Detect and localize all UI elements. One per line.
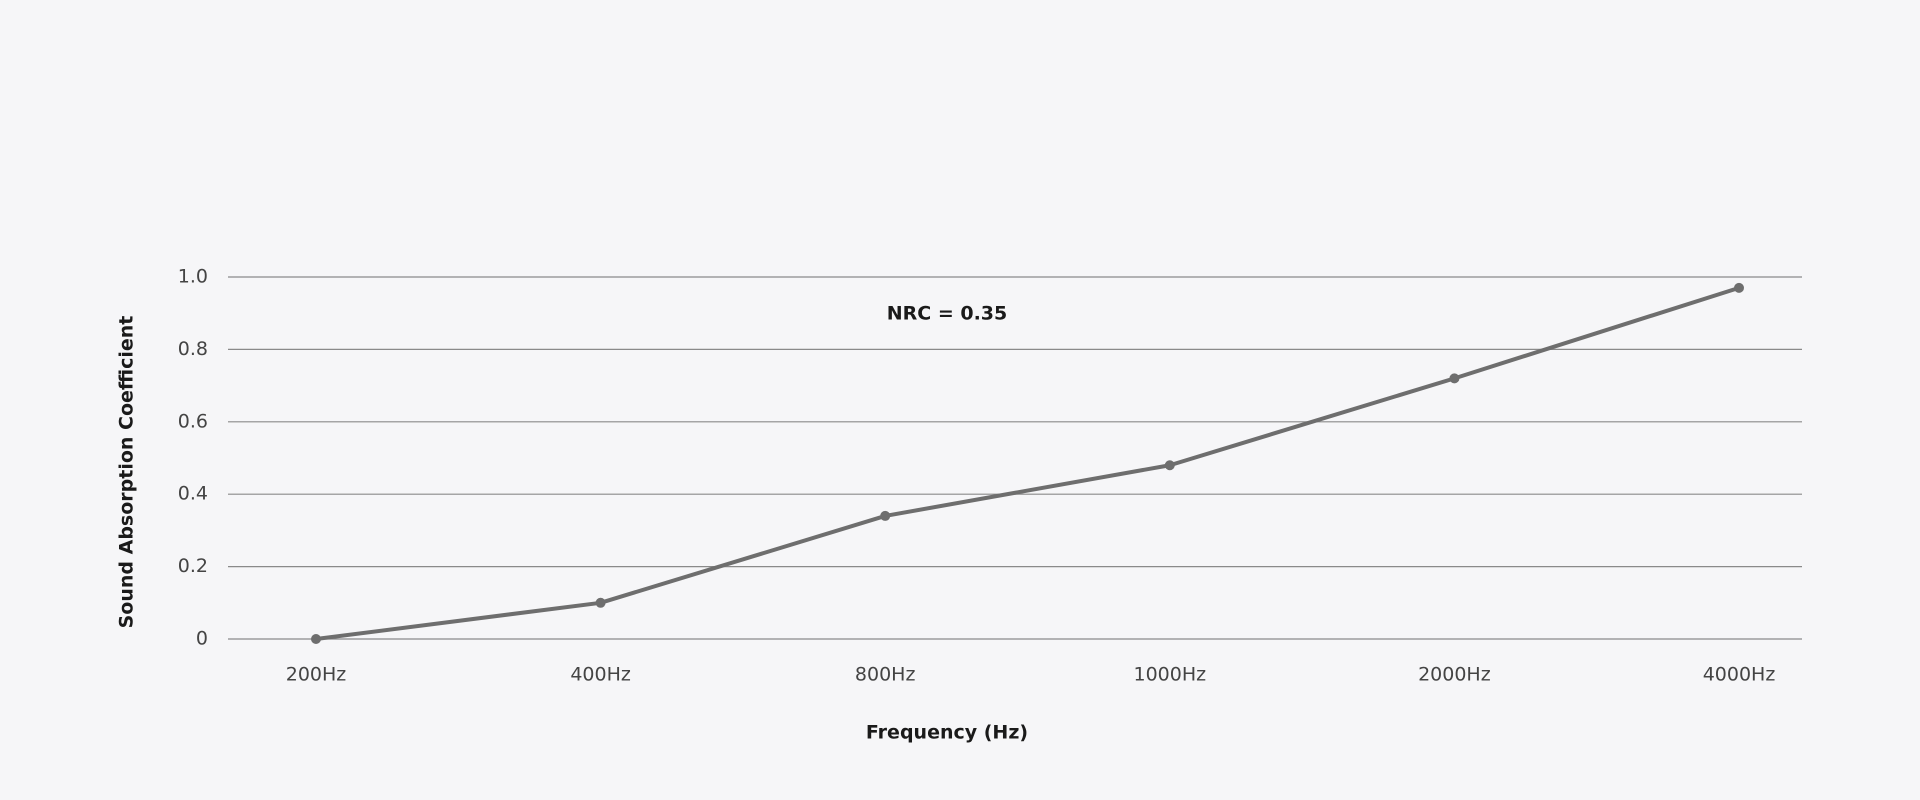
y-tick-label: 0.8 [178, 338, 208, 360]
x-tick-label: 800Hz [855, 664, 916, 686]
x-tick-label: 200Hz [286, 664, 347, 686]
y-tick-label: 0.2 [178, 555, 208, 577]
data-point [311, 634, 321, 644]
y-tick-label: 0.6 [178, 410, 208, 432]
x-tick-label: 400Hz [570, 664, 631, 686]
data-point [595, 597, 606, 608]
annotation: NRC = 0.35 [887, 303, 1008, 325]
x-tick-label: 2000Hz [1418, 664, 1491, 686]
data-point [1449, 373, 1460, 384]
x-axis-title: Frequency (Hz) [866, 722, 1028, 744]
y-tick-label: 0 [196, 628, 208, 650]
data-point [1164, 460, 1175, 471]
y-axis-title: Sound Absorption Coefficient [116, 316, 138, 629]
x-tick-label: 4000Hz [1703, 664, 1776, 686]
y-tick-label: 1.0 [178, 266, 208, 288]
data-point [1734, 282, 1744, 293]
data-point [880, 510, 891, 521]
y-tick-label: 0.4 [178, 483, 208, 505]
x-tick-label: 1000Hz [1133, 664, 1206, 686]
data-line [315, 285, 1740, 641]
